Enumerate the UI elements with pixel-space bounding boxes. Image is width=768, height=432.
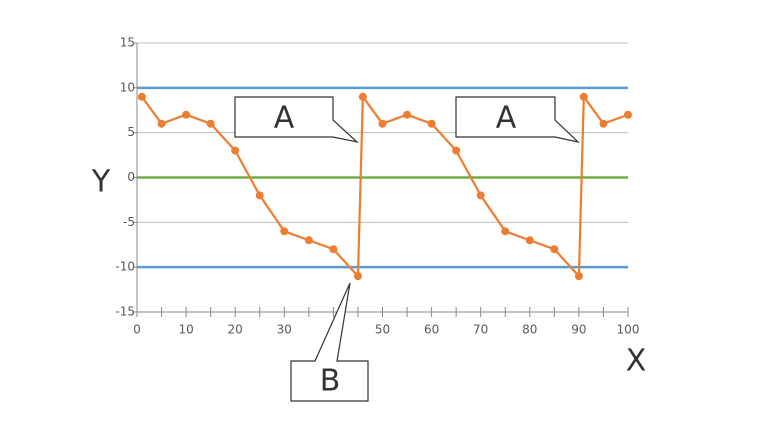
point [231,146,240,155]
point [358,92,367,101]
point [501,227,510,236]
point [329,245,338,254]
callout: B [290,282,369,402]
y-tick-label: 5 [127,125,135,139]
point [137,92,146,101]
x-tick-label: 80 [522,323,537,337]
y-tick-label: 10 [120,80,135,94]
point [525,236,534,245]
x-tick-label: 100 [617,323,640,337]
point [579,92,588,101]
y-tick-label: -15 [115,305,135,319]
point [550,245,559,254]
point [255,191,264,200]
point [574,272,583,281]
callout-box [234,96,360,144]
point [206,119,215,128]
point [476,191,485,200]
x-tick-label: 20 [228,323,243,337]
callout-box [290,282,369,402]
point [353,272,362,281]
annotation: A [274,101,295,136]
x-tick-label: 30 [277,323,292,337]
point [599,119,608,128]
x-axis-label: X [626,344,647,379]
y-tick-label: 15 [120,36,135,50]
point [304,236,313,245]
point [182,110,191,119]
point [427,119,436,128]
callout: A [234,96,360,144]
callout-box [455,96,580,144]
annotation: A [496,101,517,136]
y-tick-label: -5 [123,215,135,229]
point [157,119,166,128]
annotation: B [320,364,341,399]
point [280,227,289,236]
y-tick-label: 0 [127,170,135,184]
point [624,110,632,119]
x-tick-label: 60 [424,323,439,337]
y-axis-label: Y [91,165,111,200]
x-tick-label: 70 [473,323,488,337]
x-tick-label: 90 [571,323,586,337]
x-tick-label: 10 [178,323,193,337]
y-tick-label: -10 [115,260,135,274]
callout: A [455,96,580,144]
point [452,146,461,155]
x-tick-label: 0 [133,323,141,337]
point [403,110,412,119]
x-tick-label: 50 [375,323,390,337]
point [378,119,387,128]
